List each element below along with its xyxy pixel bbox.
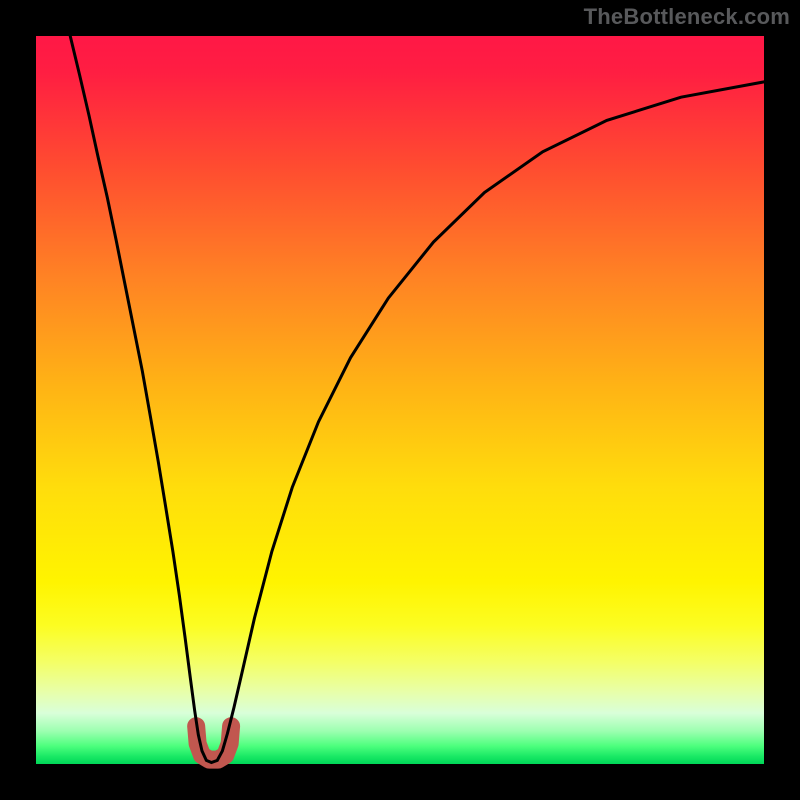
- bottleneck-chart-svg: [0, 0, 800, 800]
- plot-background: [36, 36, 764, 764]
- chart-frame: TheBottleneck.com: [0, 0, 800, 800]
- watermark-text: TheBottleneck.com: [584, 4, 790, 30]
